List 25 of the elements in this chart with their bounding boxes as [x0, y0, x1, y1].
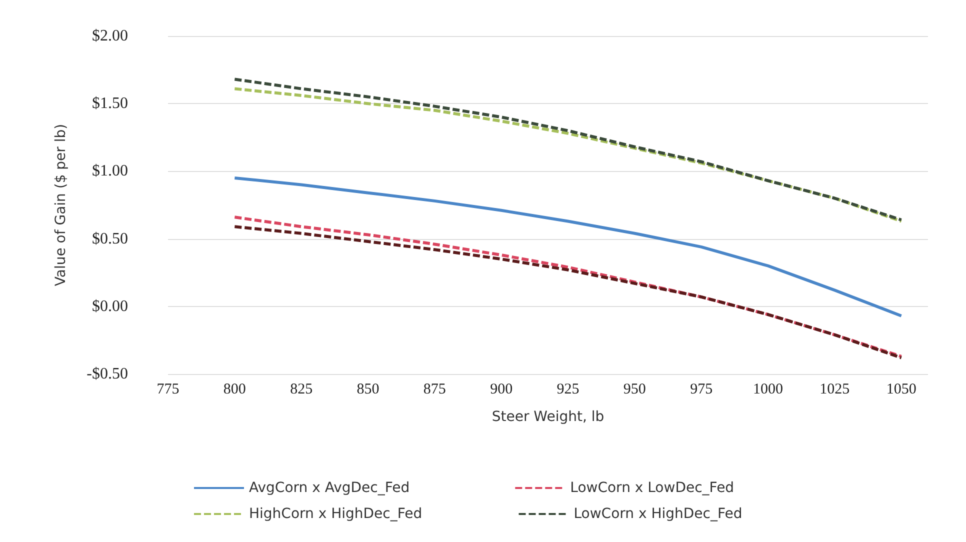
x-tick-label: 950	[623, 382, 646, 398]
y-tick-label: $1.50	[92, 95, 128, 112]
y-tick-label: -$0.50	[86, 366, 128, 382]
x-tick-label: 775	[156, 382, 180, 398]
x-tick-label: 1050	[886, 382, 916, 398]
x-tick-label: 825	[290, 382, 313, 398]
x-tick-label: 1000	[753, 382, 783, 398]
y-tick-label: $0.00	[92, 298, 128, 315]
x-tick-label: 850	[356, 382, 380, 398]
x-tick-label: 1025	[820, 382, 850, 398]
x-tick-label: 875	[423, 382, 446, 398]
y-tick-label: $2.00	[92, 28, 128, 44]
x-tick-label: 925	[556, 382, 580, 398]
x-tick-label: 900	[490, 382, 513, 398]
y-axis-title: Value of Gain ($ per lb)	[53, 124, 69, 286]
legend-label: LowCorn x HighDec_Fed	[574, 506, 782, 522]
legend-label: LowCorn x LowDec_Fed	[570, 480, 779, 496]
x-tick-label: 975	[690, 382, 713, 398]
x-axis-title: Steer Weight, lb	[492, 409, 604, 425]
y-tick-label: $1.00	[92, 162, 128, 180]
line-series	[233, 176, 903, 318]
legend-label: AvgCorn x AvgDec_Fed	[249, 480, 454, 496]
legend-label: HighCorn x HighDec_Fed	[249, 506, 458, 522]
y-tick-label: $0.50	[92, 230, 128, 248]
x-tick-label: 800	[223, 382, 246, 398]
